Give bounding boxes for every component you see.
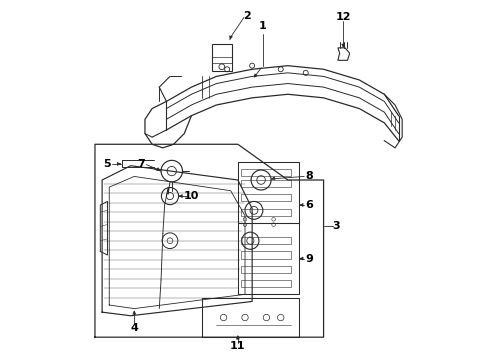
Text: 10: 10 (184, 191, 199, 201)
Text: 8: 8 (305, 171, 313, 181)
Bar (242, 237, 292, 244)
Text: 4: 4 (130, 323, 138, 333)
Bar (242, 251, 292, 258)
Bar (242, 169, 292, 176)
Bar (242, 280, 292, 287)
Text: 1: 1 (259, 21, 267, 31)
Text: 6: 6 (305, 200, 313, 210)
Text: 7: 7 (138, 159, 145, 169)
Bar (242, 266, 292, 273)
Text: 3: 3 (332, 221, 340, 231)
Text: 5: 5 (104, 159, 111, 169)
Bar (242, 180, 292, 187)
Text: 11: 11 (230, 341, 245, 351)
Text: 9: 9 (305, 253, 313, 264)
Bar (242, 194, 292, 202)
Text: 12: 12 (336, 13, 351, 22)
Text: 2: 2 (243, 11, 251, 21)
Bar (242, 208, 292, 216)
